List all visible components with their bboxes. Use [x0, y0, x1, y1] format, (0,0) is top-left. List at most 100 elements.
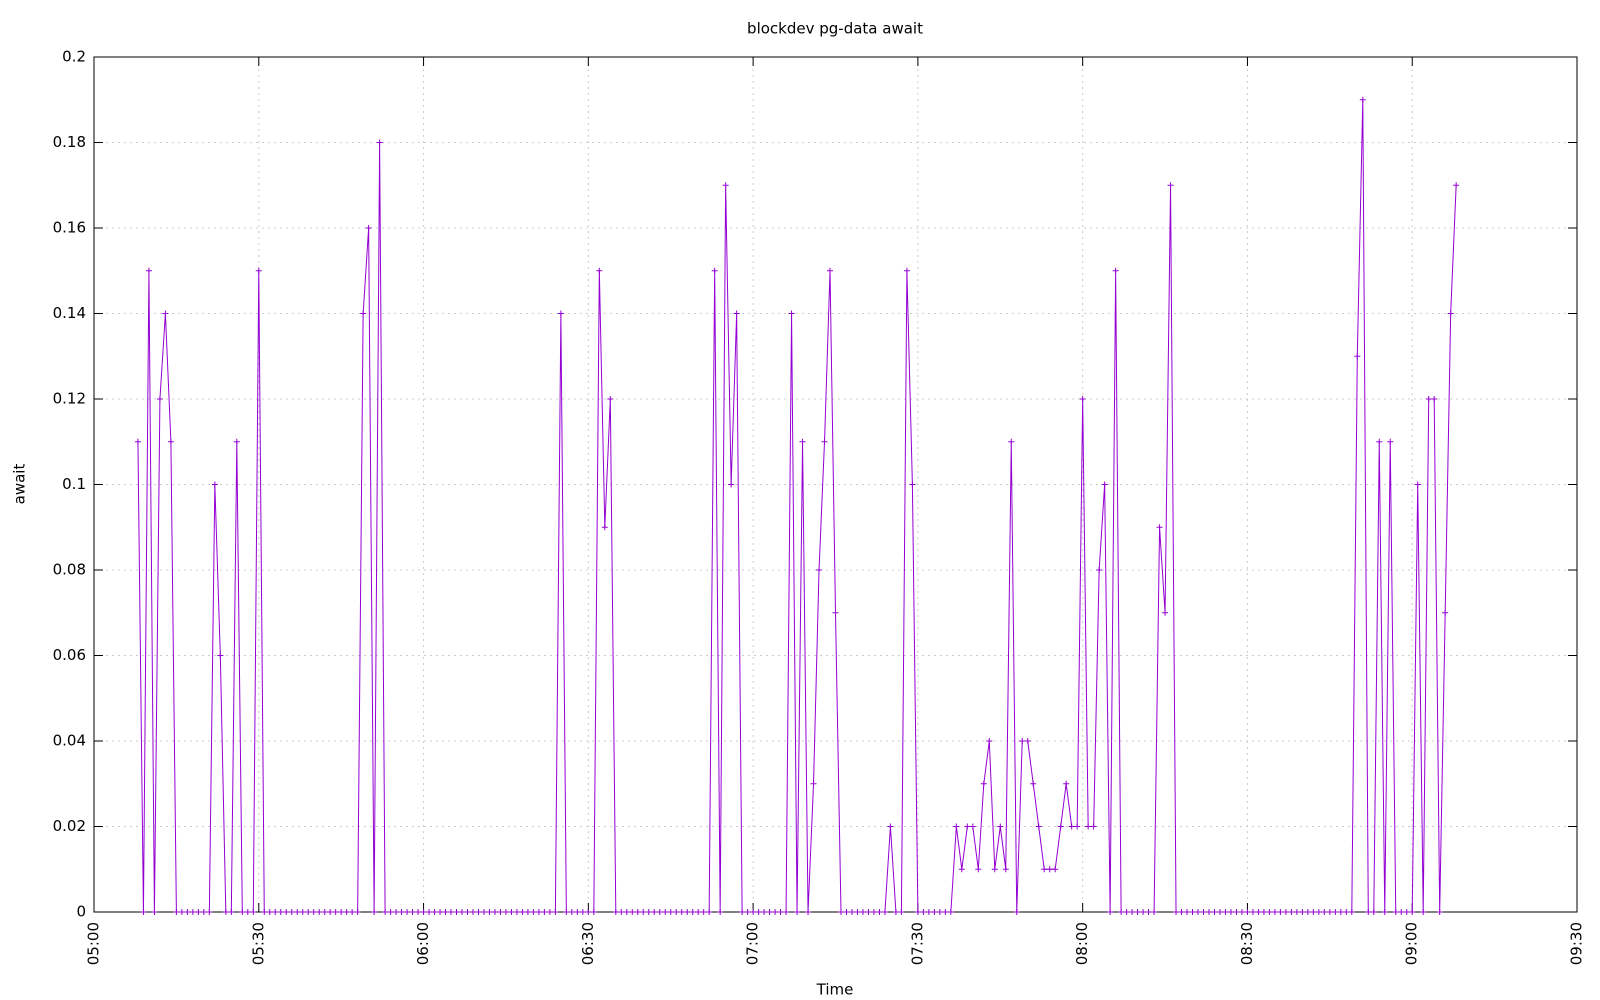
data-point [1145, 909, 1152, 915]
data-point [772, 909, 779, 915]
data-point [1447, 310, 1454, 317]
data-point [640, 909, 647, 915]
data-point [854, 909, 861, 915]
data-point [1238, 909, 1245, 915]
data-point [1288, 909, 1295, 915]
data-point [986, 738, 993, 744]
data-point [903, 267, 910, 274]
data-point [816, 567, 823, 573]
data-point [870, 909, 877, 915]
plot-frame [93, 56, 1578, 913]
data-point [914, 909, 921, 915]
data-point [837, 909, 844, 915]
data-point [1123, 909, 1130, 915]
data-point [184, 909, 191, 915]
data-point [557, 310, 564, 317]
data-point [1052, 866, 1059, 873]
data-point [327, 909, 334, 915]
data-point [1057, 823, 1064, 830]
data-point [1420, 909, 1427, 915]
data-point [200, 909, 207, 915]
data-point [541, 909, 548, 915]
data-point [1271, 909, 1278, 915]
data-point [426, 909, 433, 915]
data-point [942, 909, 949, 915]
data-point [321, 909, 328, 915]
data-point [1343, 909, 1350, 915]
data-point [1140, 909, 1147, 915]
x-tick-label: 08:00 [1073, 922, 1091, 965]
data-point [1414, 481, 1421, 488]
data-point [1244, 909, 1251, 915]
data-point [1107, 909, 1114, 915]
data-point [349, 909, 356, 915]
data-point [629, 909, 636, 915]
data-point [1348, 909, 1355, 915]
data-point [491, 909, 498, 915]
y-tick-label: 0.1 [62, 475, 86, 493]
data-point [299, 909, 306, 915]
data-point [1090, 823, 1097, 830]
y-tick-label: 0.16 [53, 219, 86, 237]
data-point [936, 909, 943, 915]
data-point [673, 909, 680, 915]
data-point [695, 909, 702, 915]
data-point [618, 909, 625, 915]
data-point [519, 909, 526, 915]
data-point [404, 909, 411, 915]
data-point [1392, 909, 1399, 915]
data-point [1376, 438, 1383, 445]
data-point [305, 909, 312, 915]
data-point [1255, 909, 1262, 915]
data-point [228, 909, 235, 915]
data-point [145, 267, 152, 274]
data-point [1249, 909, 1256, 915]
data-point [1035, 823, 1042, 830]
data-point [1156, 524, 1163, 531]
data-point [1442, 609, 1449, 616]
data-point [332, 909, 339, 915]
data-point [437, 909, 444, 915]
data-point [1134, 909, 1141, 915]
data-point [464, 909, 471, 915]
y-tick-label: 0.02 [53, 817, 86, 835]
data-point [975, 866, 982, 873]
data-point [310, 909, 317, 915]
data-point [1189, 909, 1196, 915]
data-point [486, 909, 493, 915]
data-point [585, 909, 592, 915]
data-point [250, 909, 257, 915]
data-point [552, 909, 559, 915]
data-point [684, 909, 691, 915]
data-point [788, 310, 795, 317]
data-point [931, 909, 938, 915]
data-point [266, 909, 273, 915]
data-point [387, 909, 394, 915]
data-point [1200, 909, 1207, 915]
data-point [508, 909, 515, 915]
data-point [887, 823, 894, 830]
data-point [217, 652, 224, 659]
data-point [799, 438, 806, 445]
data-point [848, 909, 855, 915]
data-point [750, 909, 757, 915]
data-point [821, 438, 828, 445]
data-point [700, 909, 707, 915]
data-point [1398, 909, 1405, 915]
data-point [222, 909, 229, 915]
data-point [360, 310, 367, 317]
data-point [1425, 396, 1432, 402]
x-tick-label: 05:30 [249, 922, 267, 965]
data-point [953, 823, 960, 830]
data-point [1129, 909, 1136, 915]
data-point [794, 909, 801, 915]
y-tick-label: 0.08 [53, 561, 86, 579]
data-point [964, 823, 971, 830]
data-point [140, 909, 147, 915]
data-point [568, 909, 575, 915]
data-point [354, 909, 361, 915]
data-point [1233, 909, 1240, 915]
data-point [980, 780, 987, 787]
y-tick-label: 0.12 [53, 390, 86, 408]
